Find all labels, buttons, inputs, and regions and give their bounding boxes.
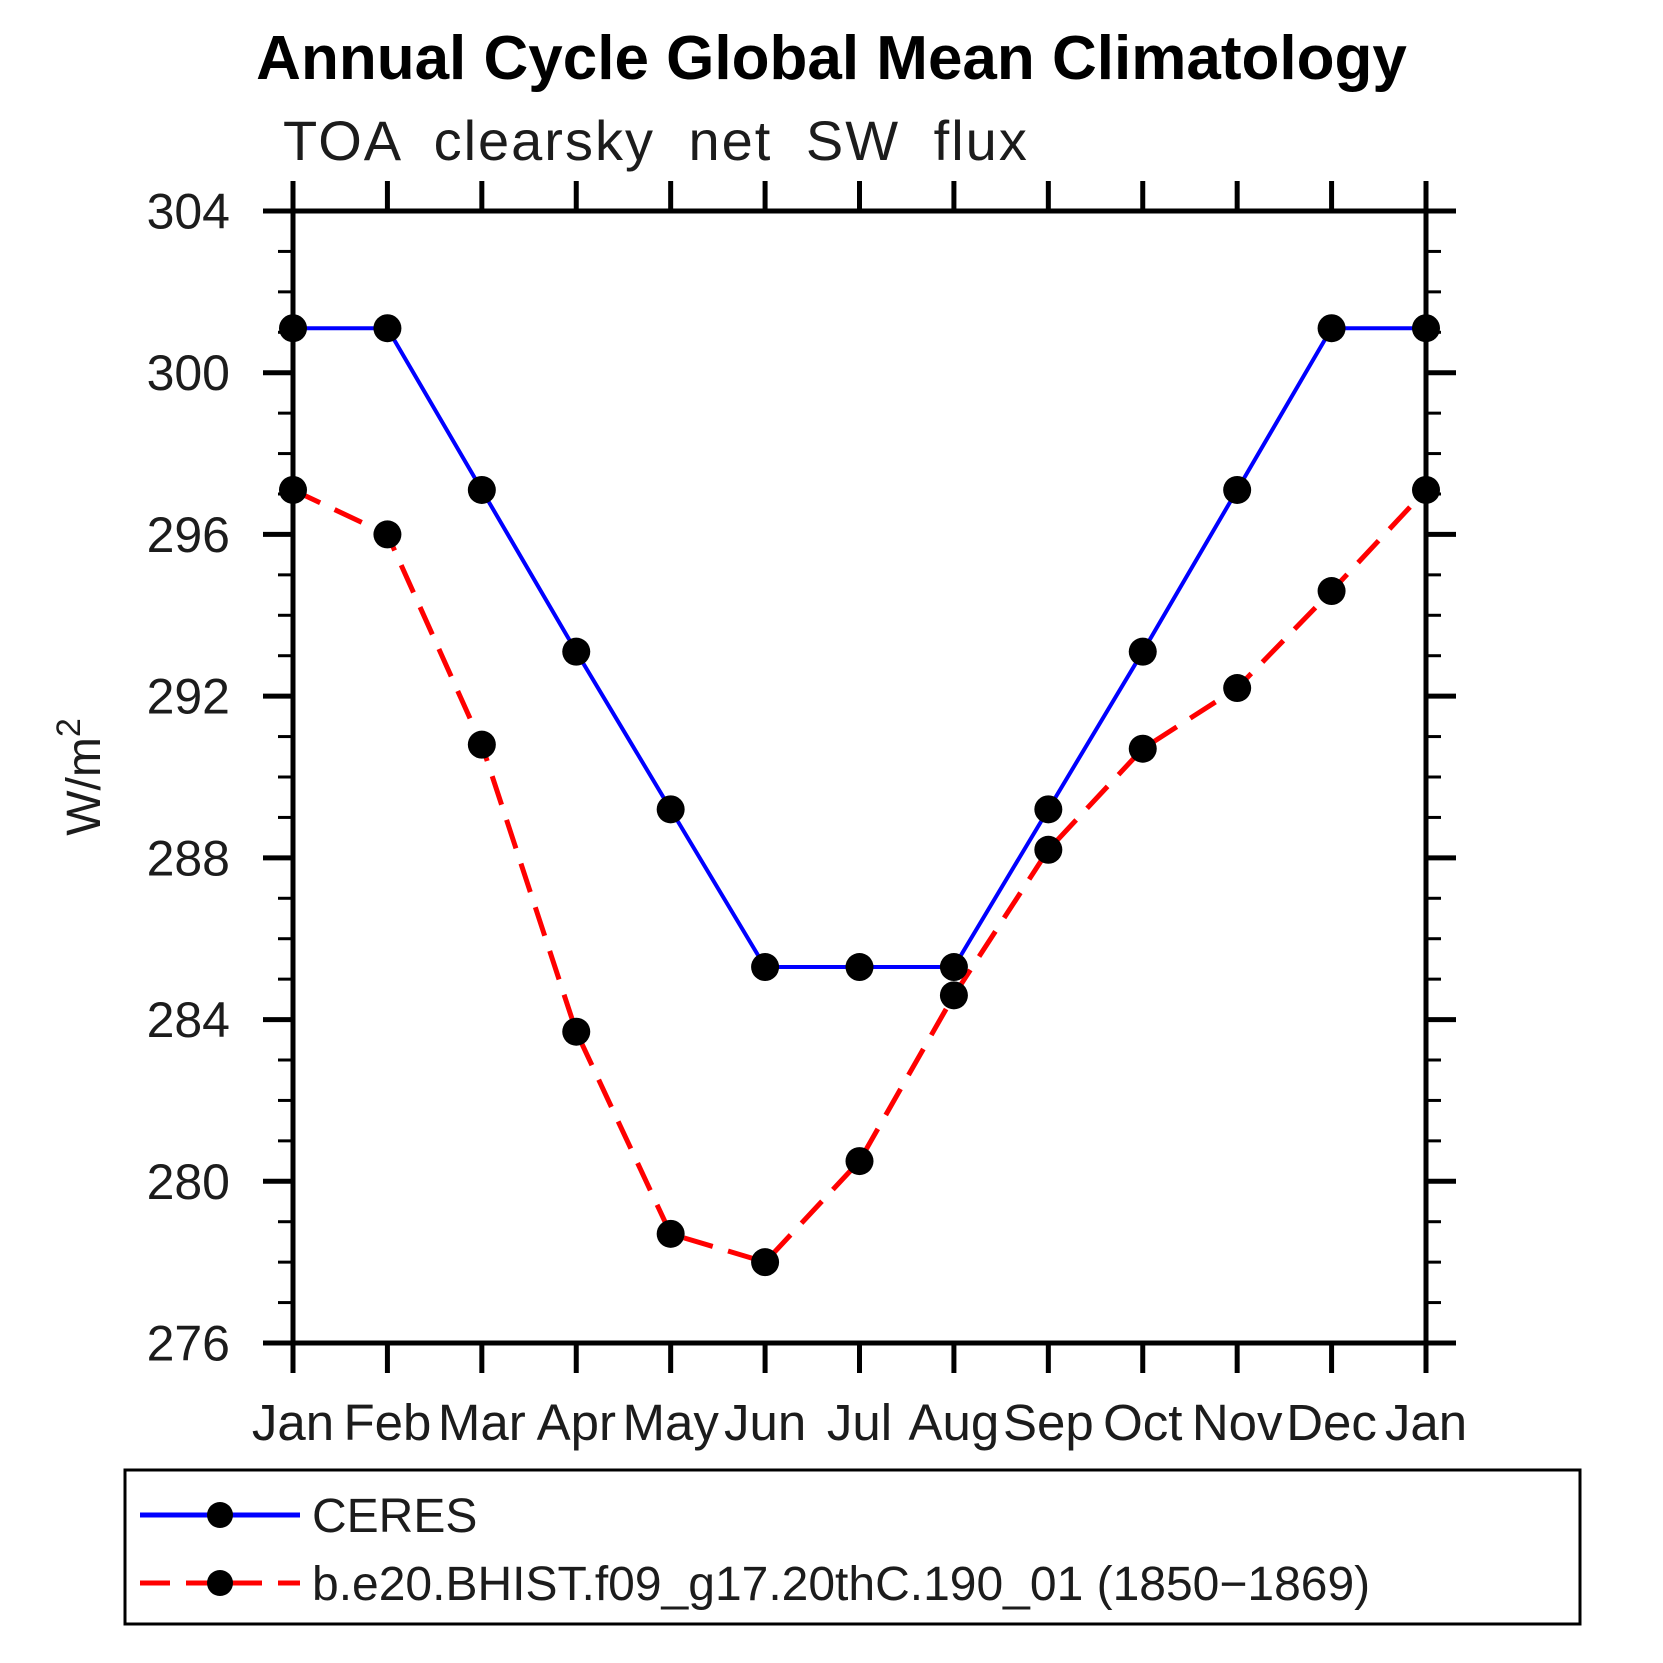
series-line-model: [291, 487, 1428, 1265]
x-tick-label: Apr: [537, 1394, 616, 1451]
x-tick-label: Jun: [724, 1394, 806, 1451]
x-tick-label: Sep: [1003, 1394, 1094, 1451]
data-point-marker: [939, 981, 968, 1010]
x-tick-label: Feb: [343, 1394, 431, 1451]
data-point-marker: [656, 795, 685, 824]
legend-marker-icon: [207, 1502, 233, 1528]
data-point-marker: [751, 953, 780, 982]
y-tick-label: 292: [147, 669, 230, 725]
data-point-marker: [1412, 475, 1440, 504]
chart-title: Annual Cycle Global Mean Climatology: [256, 24, 1407, 93]
legend-label: b.e20.BHIST.f09_g17.20thC.190_01 (1850−1…: [312, 1558, 1370, 1611]
y-tick-label: 300: [147, 345, 230, 401]
data-point-marker: [279, 314, 307, 343]
data-point-marker: [1034, 835, 1063, 864]
legend-label: CERES: [312, 1490, 477, 1543]
data-point-marker: [845, 953, 874, 982]
y-tick-label: 304: [147, 184, 230, 240]
y-tick-label: 296: [147, 507, 230, 563]
data-point-marker: [467, 730, 496, 759]
data-point-marker: [562, 1017, 591, 1046]
data-point-marker: [845, 1147, 874, 1176]
data-point-marker: [1128, 637, 1157, 666]
x-tick-label: May: [622, 1394, 719, 1451]
data-point-marker: [373, 520, 402, 549]
y-tick-label: 280: [147, 1154, 230, 1210]
data-point-marker: [279, 475, 307, 504]
x-tick-label: Mar: [438, 1394, 526, 1451]
x-tick-label: Dec: [1286, 1394, 1377, 1451]
data-point-marker: [656, 1219, 685, 1248]
x-tick-label: Nov: [1192, 1394, 1283, 1451]
y-tick-label: 284: [147, 992, 230, 1048]
data-point-marker: [1317, 577, 1346, 606]
x-tick-label: Oct: [1103, 1394, 1182, 1451]
chart-subtitle: TOA clearsky net SW flux: [283, 109, 1029, 172]
x-tick-label: Aug: [909, 1394, 1000, 1451]
data-point-marker: [939, 953, 968, 982]
data-point-marker: [1128, 734, 1157, 763]
x-tick-label: Jan: [1385, 1394, 1467, 1451]
data-point-marker: [467, 475, 496, 504]
y-tick-label: 288: [147, 830, 230, 886]
data-point-marker: [751, 1248, 780, 1277]
data-point-marker: [1034, 795, 1063, 824]
x-tick-label: Jul: [827, 1394, 892, 1451]
data-point-marker: [1317, 314, 1346, 343]
legend-box: [123, 1468, 1582, 1626]
data-point-marker: [373, 314, 402, 343]
data-point-marker: [562, 637, 591, 666]
data-point-marker: [1412, 314, 1440, 343]
data-point-marker: [1223, 475, 1252, 504]
plot-box: [290, 208, 1429, 1346]
y-tick-label: 276: [147, 1316, 230, 1372]
legend-marker-icon: [207, 1570, 233, 1596]
data-point-marker: [1223, 674, 1252, 703]
series-line-ceres: [293, 326, 1426, 970]
x-tick-label: Jan: [252, 1394, 334, 1451]
y-axis-title: W/m2: [50, 718, 111, 836]
